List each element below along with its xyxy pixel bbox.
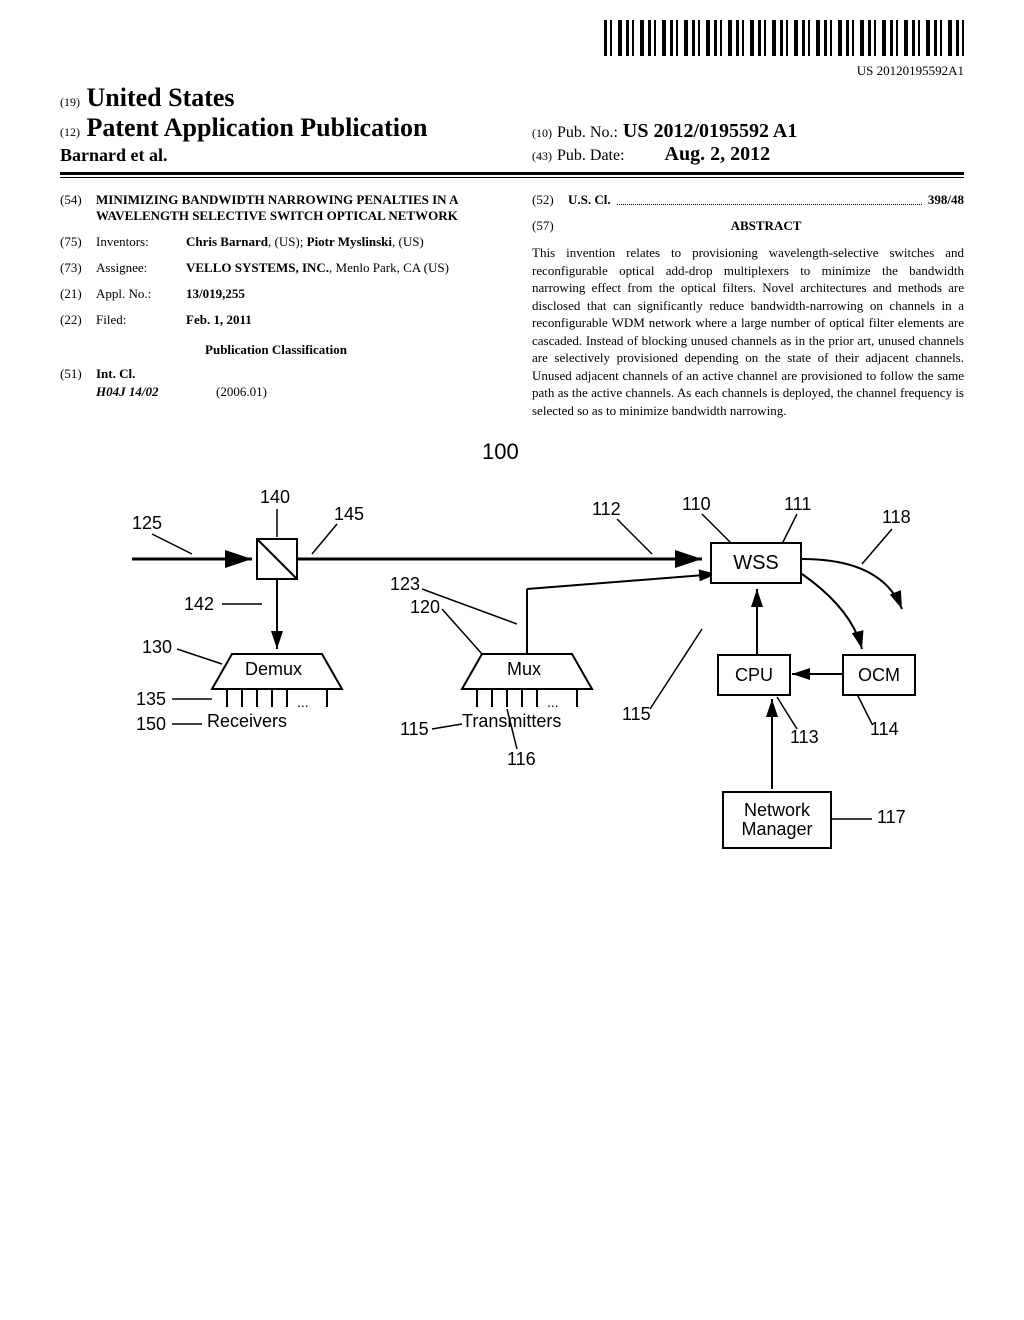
ref-150: 150 bbox=[136, 714, 166, 735]
ref-112: 112 bbox=[592, 499, 621, 520]
inventors-code: (75) bbox=[60, 234, 96, 250]
pubdate: Aug. 2, 2012 bbox=[665, 143, 771, 166]
left-column: (54) MINIMIZING BANDWIDTH NARROWING PENA… bbox=[60, 192, 492, 419]
applno-value: 13/019,255 bbox=[186, 286, 492, 302]
filed-code: (22) bbox=[60, 312, 96, 328]
box-wss: WSS bbox=[710, 542, 802, 584]
barcode-region: US 20120195592A1 bbox=[60, 20, 964, 79]
box-cpu: CPU bbox=[717, 654, 791, 696]
inventors-value: Chris Barnard, (US); Piotr Myslinski, (U… bbox=[186, 234, 492, 250]
assignee-label: Assignee: bbox=[96, 260, 186, 276]
ref-130: 130 bbox=[142, 637, 172, 658]
pubdate-label: Pub. Date: bbox=[557, 147, 625, 164]
label-receivers: Receivers bbox=[207, 711, 287, 732]
title-code: (54) bbox=[60, 192, 96, 224]
assignee-value: VELLO SYSTEMS, INC., Menlo Park, CA (US) bbox=[186, 260, 492, 276]
barcode-number: US 20120195592A1 bbox=[60, 63, 964, 79]
uscl-code: (52) bbox=[532, 192, 568, 208]
ref-145: 145 bbox=[334, 504, 364, 525]
uscl-label: U.S. Cl. bbox=[568, 192, 611, 208]
abstract-heading: ABSTRACT bbox=[568, 218, 964, 234]
divider-thin bbox=[60, 177, 964, 178]
uscl-value: 398/48 bbox=[928, 192, 964, 208]
abstract-text: This invention relates to provisioning w… bbox=[532, 244, 964, 419]
pub-type: Patent Application Publication bbox=[87, 113, 428, 142]
country-code: (19) bbox=[60, 95, 80, 109]
abstract-code: (57) bbox=[532, 218, 568, 240]
netmgr-line1: Network bbox=[744, 801, 810, 821]
intcl-code: (51) bbox=[60, 366, 96, 382]
ref-118: 118 bbox=[882, 507, 911, 528]
ref-115-left: 115 bbox=[400, 719, 429, 740]
publication-header: (19) United States (12) Patent Applicati… bbox=[60, 83, 964, 166]
pub-type-code: (12) bbox=[60, 125, 80, 139]
ref-113: 113 bbox=[790, 727, 819, 748]
ref-123: 123 bbox=[390, 574, 420, 595]
patent-title: MINIMIZING BANDWIDTH NARROWING PENALTIES… bbox=[96, 192, 492, 224]
right-column: (52) U.S. Cl. 398/48 (57) ABSTRACT This … bbox=[532, 192, 964, 419]
ref-111: 111 bbox=[784, 494, 811, 515]
ref-110: 110 bbox=[682, 494, 711, 515]
pubno-label: Pub. No.: bbox=[557, 124, 618, 141]
intcl-entry-date: (2006.01) bbox=[216, 384, 267, 400]
box-ocm: OCM bbox=[842, 654, 916, 696]
barcode-graphic bbox=[604, 20, 964, 56]
pubno-code: (10) bbox=[532, 126, 552, 140]
applno-code: (21) bbox=[60, 286, 96, 302]
label-demux: Demux bbox=[245, 659, 302, 680]
box-network-manager: Network Manager bbox=[722, 791, 832, 849]
intcl-label: Int. Cl. bbox=[96, 366, 492, 382]
ref-135: 135 bbox=[136, 689, 166, 710]
authors: Barnard et al. bbox=[60, 145, 492, 166]
uscl-dots bbox=[617, 194, 922, 205]
ref-114: 114 bbox=[870, 719, 899, 740]
inventors-label: Inventors: bbox=[96, 234, 186, 250]
country: United States bbox=[87, 83, 235, 112]
pubdate-code: (43) bbox=[532, 149, 552, 163]
intcl-entry-code: H04J 14/02 bbox=[96, 384, 216, 400]
pubclass-heading: Publication Classification bbox=[60, 342, 492, 358]
ref-115: 115 bbox=[622, 704, 651, 725]
label-mux: Mux bbox=[507, 659, 541, 680]
divider-thick bbox=[60, 172, 964, 175]
applno-label: Appl. No.: bbox=[96, 286, 186, 302]
ref-140: 140 bbox=[260, 487, 290, 508]
filed-value: Feb. 1, 2011 bbox=[186, 312, 492, 328]
ref-117: 117 bbox=[877, 807, 906, 828]
pubno: US 2012/0195592 A1 bbox=[623, 120, 797, 142]
filed-label: Filed: bbox=[96, 312, 186, 328]
ref-120: 120 bbox=[410, 597, 440, 618]
netmgr-line2: Manager bbox=[741, 820, 812, 840]
ref-116: 116 bbox=[507, 749, 536, 770]
figure-diagram: 100 ... bbox=[62, 449, 962, 909]
label-transmitters: Transmitters bbox=[462, 711, 561, 732]
ref-125: 125 bbox=[132, 513, 162, 534]
assignee-code: (73) bbox=[60, 260, 96, 276]
svg-text:...: ... bbox=[297, 694, 309, 710]
svg-text:...: ... bbox=[547, 694, 559, 710]
ref-142: 142 bbox=[184, 594, 214, 615]
